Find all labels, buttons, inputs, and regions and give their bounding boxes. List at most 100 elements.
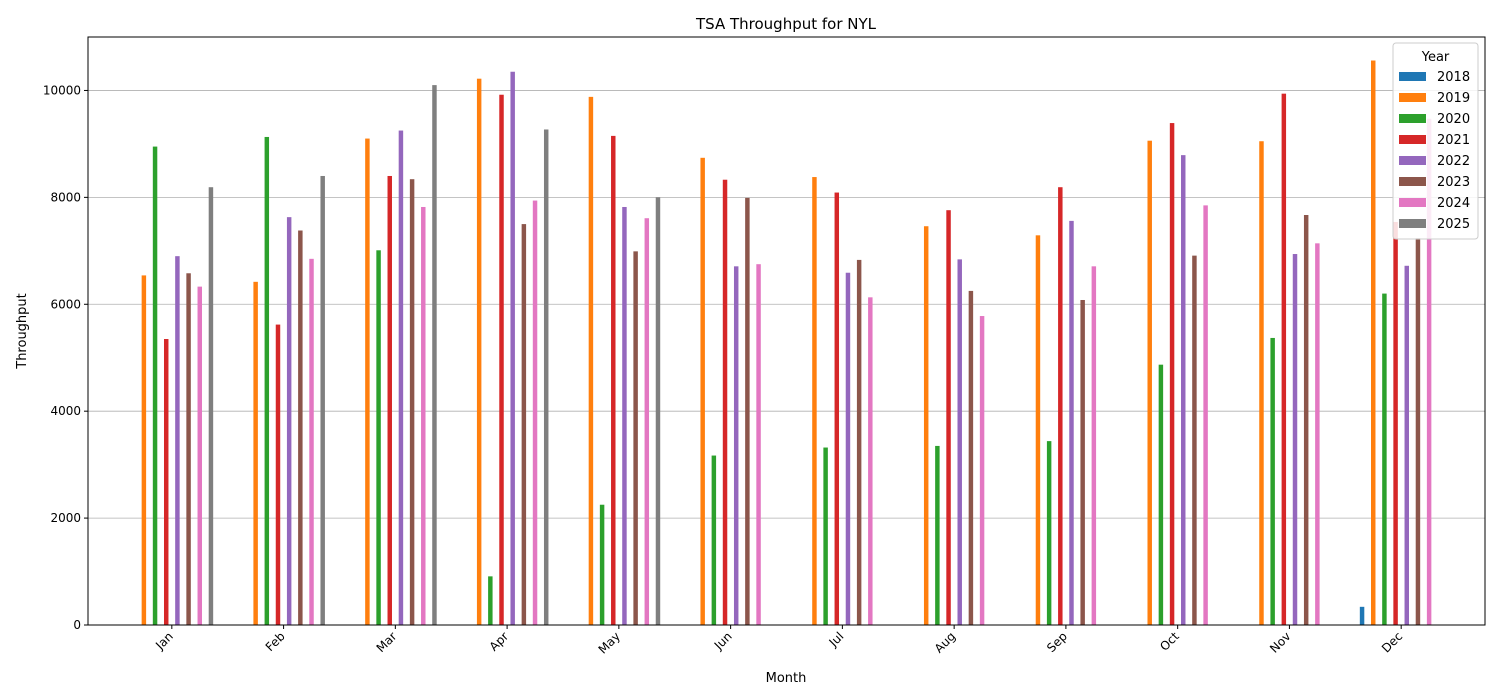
bar-2023-Jan: [186, 273, 191, 625]
bar-2022-Nov: [1292, 254, 1298, 625]
x-tick-label: Dec: [1379, 629, 1405, 655]
y-tick-label: 10000: [43, 83, 81, 97]
plot-frame: [87, 36, 1486, 626]
bar-2024-Nov: [1315, 243, 1320, 626]
bar-2024-Dec: [1426, 118, 1432, 625]
bar-2021-Dec: [1393, 221, 1398, 625]
bar-2020-Sep: [1046, 441, 1052, 625]
x-tick-label: Aug: [932, 629, 958, 655]
bar-2021-Apr: [499, 94, 504, 626]
y-tick-label: 8000: [50, 190, 81, 204]
bar-2025-Feb: [320, 175, 325, 625]
x-tick-label: Jun: [711, 629, 735, 653]
bar-2021-Jan: [163, 339, 169, 625]
bar-2023-Aug: [968, 290, 974, 625]
bar-2024-Sep: [1091, 266, 1097, 625]
bar-2019-Dec: [1371, 60, 1376, 625]
legend-box: [1392, 42, 1479, 240]
legend-label-2023: 2023: [1437, 175, 1470, 190]
series-2022: [175, 71, 1410, 625]
x-tick-label: Jan: [152, 629, 176, 653]
legend-label-2025: 2025: [1437, 217, 1470, 232]
bar-2019-Mar: [365, 138, 370, 625]
bar-2023-Oct: [1192, 255, 1197, 625]
bar-2025-May: [655, 197, 661, 625]
x-tick-label: Oct: [1157, 629, 1182, 654]
bar-2024-Jun: [756, 264, 761, 625]
bar-2021-Aug: [946, 210, 951, 625]
y-tick-label: 4000: [50, 404, 81, 418]
series-2020: [152, 136, 1387, 625]
x-tick-label: Mar: [374, 629, 400, 655]
bar-2019-Nov: [1259, 141, 1264, 625]
bar-2022-Jul: [845, 272, 851, 625]
bar-2021-Mar: [387, 175, 392, 625]
bar-2021-May: [611, 135, 616, 625]
x-axis: Jan Feb Mar Apr May Jun Jul Aug Sep Oct Nov Dec: [152, 625, 1405, 657]
bars: [141, 60, 1432, 626]
bar-2021-Feb: [275, 324, 281, 625]
bar-2022-Mar: [398, 130, 404, 625]
y-axis-label: Throughput: [15, 293, 30, 370]
bar-2022-Oct: [1181, 155, 1186, 625]
legend-label-2020: 2020: [1437, 112, 1470, 127]
y-tick-label: 6000: [50, 297, 81, 311]
series-2019: [141, 60, 1376, 626]
series-2021: [163, 93, 1398, 626]
bar-2023-Jun: [745, 197, 750, 625]
bar-2024-Jan: [197, 286, 202, 625]
bar-2024-Mar: [421, 206, 426, 625]
x-tick-label: May: [596, 629, 623, 656]
bar-2025-Jan: [208, 187, 214, 625]
legend-label-2024: 2024: [1437, 196, 1470, 211]
legend-label-2019: 2019: [1437, 91, 1470, 106]
y-tick-label: 2000: [50, 511, 81, 525]
series-2025: [208, 85, 661, 626]
bar-2025-Mar: [432, 85, 437, 626]
legend-swatch-2021: [1399, 135, 1426, 144]
x-tick-label: Jul: [826, 629, 847, 650]
x-tick-label: Feb: [263, 629, 288, 654]
legend-swatch-2020: [1399, 114, 1426, 123]
x-axis-label: Month: [766, 671, 807, 686]
bar-2021-Oct: [1169, 123, 1175, 625]
bar-2022-May: [622, 206, 627, 625]
bar-2022-Feb: [286, 217, 292, 625]
legend-title: Year: [1421, 50, 1450, 65]
bar-2020-May: [599, 504, 605, 625]
bar-2022-Dec: [1404, 265, 1410, 625]
bar-2018-Dec: [1359, 606, 1365, 625]
bar-2023-Feb: [298, 230, 303, 626]
bar-2023-May: [633, 251, 638, 625]
bar-2023-Mar: [409, 179, 415, 625]
x-tick-label: Nov: [1267, 629, 1293, 655]
bar-2020-Mar: [376, 250, 381, 625]
bar-2019-Jan: [141, 275, 147, 625]
bar-2020-Jan: [152, 146, 158, 625]
x-tick-label: Sep: [1044, 629, 1070, 655]
bar-2024-Aug: [979, 316, 985, 625]
series-2018: [1359, 606, 1365, 625]
bar-2019-Jun: [700, 157, 705, 626]
bar-2024-May: [644, 218, 650, 625]
x-tick-label: Apr: [487, 629, 512, 654]
bar-2023-Nov: [1303, 215, 1309, 625]
bar-2021-Jul: [834, 192, 840, 625]
bar-2021-Sep: [1058, 187, 1063, 625]
bar-2022-Jan: [175, 256, 180, 625]
legend-label-2018: 2018: [1437, 70, 1470, 85]
legend: Year 2018 2019 2020 2021 2022 2023 2024 2025: [1392, 42, 1479, 240]
grid: [88, 90, 1485, 519]
bar-2022-Sep: [1069, 220, 1074, 625]
legend-label-2022: 2022: [1437, 154, 1470, 169]
bar-2025-Apr: [543, 129, 549, 625]
bar-2020-Nov: [1270, 337, 1275, 625]
bar-2021-Jun: [722, 179, 728, 625]
bar-2019-May: [588, 96, 594, 626]
bar-2020-Oct: [1158, 364, 1164, 625]
legend-label-2021: 2021: [1437, 133, 1470, 148]
bar-2019-Jul: [812, 177, 817, 625]
chart-title: TSA Throughput for NYL: [695, 15, 877, 33]
bar-2020-Dec: [1382, 293, 1387, 625]
